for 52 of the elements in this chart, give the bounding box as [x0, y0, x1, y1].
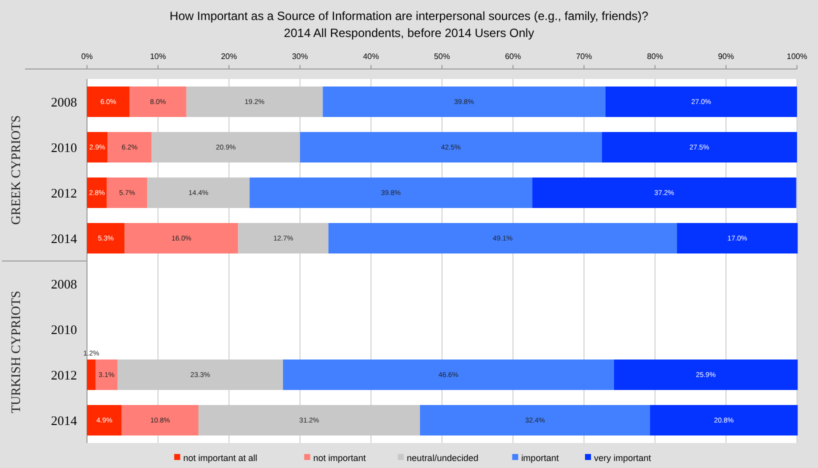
text: TURKISH CYPRIOTS [8, 290, 23, 414]
bar [614, 360, 798, 390]
legend-label: not important at all [183, 453, 258, 463]
y-tick-label: 2008 [51, 94, 77, 110]
chart-title: How Important as a Source of Information are interpersonal sources (e.g., family, friends)? [170, 9, 649, 23]
x-tick-label: 10% [150, 52, 166, 61]
x-tick-label: 90% [718, 52, 734, 61]
legend-label: very important [594, 453, 652, 463]
bar [282, 360, 614, 390]
bar [328, 223, 678, 254]
x-tick-label: 20% [220, 52, 238, 61]
bar [420, 405, 650, 436]
bar [96, 360, 118, 390]
x-tick-label: 50% [434, 52, 450, 61]
legend-label: important [521, 453, 560, 463]
y-tick-label: 2012 [51, 367, 77, 382]
bar [108, 132, 152, 162]
bar [87, 223, 125, 254]
y-tick-label: 2014 [51, 412, 78, 428]
bar [124, 223, 238, 254]
bar [605, 86, 797, 117]
x-tick-label: 30% [292, 52, 308, 61]
bar [106, 178, 148, 208]
bar [87, 360, 96, 390]
legend-label: not important [313, 453, 366, 463]
y-tick-label: 2014 [51, 230, 78, 246]
x-tick-label: 40% [362, 52, 380, 61]
bar [650, 405, 798, 436]
chart-subtitle: 2014 All Respondents, before 2014 Users Only [284, 26, 534, 40]
y-tick-label: 2012 [51, 185, 77, 200]
bar [602, 132, 797, 162]
x-tick-label: 100% [786, 52, 808, 61]
x-tick-label: 70% [576, 52, 592, 61]
bar [322, 86, 606, 117]
text: GREEK CYPRIOTS [8, 115, 23, 225]
legend-label: neutral/undecided [406, 453, 478, 463]
bar [532, 178, 796, 208]
bar [677, 223, 798, 254]
y-tick-label: 2010 [51, 322, 77, 337]
x-tick-label: 0% [81, 52, 93, 61]
bar [250, 178, 532, 208]
bar [87, 86, 130, 117]
bar [87, 178, 107, 208]
bar [130, 86, 186, 117]
bar [87, 405, 122, 436]
x-tick-label: 80% [646, 52, 664, 61]
y-tick-label: 2010 [51, 140, 77, 155]
bar [300, 132, 602, 162]
bar [122, 405, 198, 436]
bar [87, 132, 108, 162]
y-tick-label: 2008 [51, 276, 77, 292]
x-tick-label: 60% [504, 52, 522, 61]
